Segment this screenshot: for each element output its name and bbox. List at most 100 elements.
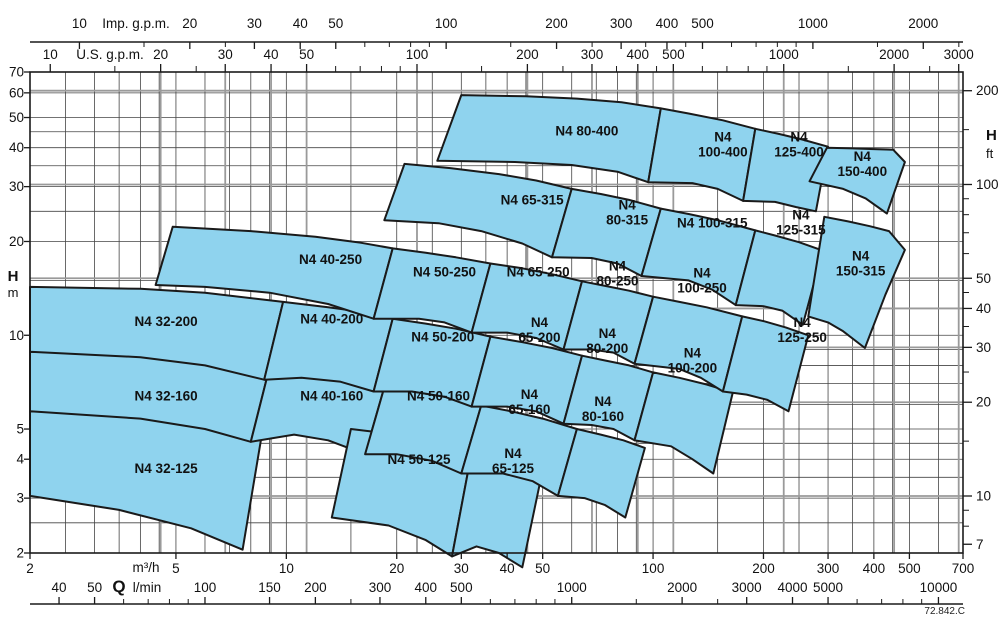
region-label-n4-125-250: N4 125-250	[777, 315, 827, 345]
region-label-n4-125-400: N4 125-400	[774, 129, 824, 159]
region-label-n4-80-160: N4 80-160	[582, 394, 624, 424]
imp-tick-label-500: 500	[691, 16, 714, 31]
region-label-n4-50-250: N4 50-250	[413, 265, 476, 280]
m3h-tick-label-40: 40	[500, 561, 515, 576]
m3h-tick-label-100: 100	[642, 561, 665, 576]
hft-tick-label-200: 200	[976, 83, 999, 98]
us-tick-label-20: 20	[153, 47, 168, 62]
lmin-tick-label-300: 300	[369, 580, 392, 595]
m3h-tick-label-200: 200	[752, 561, 775, 576]
region-label-n4-80-200: N4 80-200	[586, 326, 628, 356]
h-m-axis-unit: m	[8, 285, 19, 300]
lmin-tick-label-1000: 1000	[557, 580, 587, 595]
m3h-tick-label-50: 50	[535, 561, 550, 576]
us-gpm-axis-title: U.S. g.p.m.	[76, 47, 144, 62]
lmin-tick-label-100: 100	[194, 580, 217, 595]
us-tick-label-40: 40	[264, 47, 279, 62]
hm-tick-label-3: 3	[16, 491, 24, 506]
m3h-tick-label-500: 500	[898, 561, 921, 576]
hft-tick-label-30: 30	[976, 340, 991, 355]
document-reference: 72.842.C	[924, 606, 965, 617]
hft-tick-label-7: 7	[976, 537, 984, 552]
lmin-tick-label-400: 400	[415, 580, 438, 595]
region-label-n4-80-400: N4 80-400	[555, 123, 618, 138]
lmin-tick-label-200: 200	[304, 580, 327, 595]
region-label-n4-32-125: N4 32-125	[135, 461, 199, 476]
region-label-n4-40-200: N4 40-200	[300, 312, 363, 327]
h-ft-axis-unit: ft	[986, 146, 994, 161]
region-label-n4-100-200: N4 100-200	[668, 345, 718, 375]
region-label-n4-32-200: N4 32-200	[135, 314, 198, 329]
hm-tick-label-2: 2	[16, 546, 24, 561]
region-n4-150-315	[807, 215, 906, 349]
region-n4-100-200	[633, 371, 734, 475]
us-tick-label-3000: 3000	[944, 47, 974, 62]
region-n4-65-315	[383, 162, 573, 259]
lmin-tick-label-150: 150	[258, 580, 281, 595]
lmin-tick-label-40: 40	[52, 580, 67, 595]
hft-tick-label-50: 50	[976, 271, 991, 286]
m3h-tick-label-5: 5	[172, 561, 180, 576]
q-axis-title: Q	[112, 577, 125, 596]
us-tick-label-100: 100	[406, 47, 429, 62]
region-label-n4-32-160: N4 32-160	[135, 389, 198, 404]
region-n4-80-400	[436, 94, 662, 184]
m3h-tick-label-400: 400	[863, 561, 886, 576]
imp-tick-label-300: 300	[610, 16, 633, 31]
region-label-n4-50-125: N4 50-125	[387, 452, 451, 467]
lmin-tick-label-500: 500	[450, 580, 473, 595]
region-label-n4-40-250: N4 40-250	[299, 252, 362, 267]
region-label-n4-65-200: N4 65-200	[518, 315, 560, 345]
region-label-n4-80-250: N4 80-250	[597, 258, 639, 288]
imp-tick-label-100: 100	[435, 16, 458, 31]
imp-tick-label-1000: 1000	[798, 16, 828, 31]
region-n4-80-160	[556, 428, 646, 519]
hm-tick-label-30: 30	[9, 179, 24, 194]
us-tick-label-2000: 2000	[879, 47, 909, 62]
lmin-axis-title: l/min	[133, 580, 162, 595]
imp-tick-label-30: 30	[247, 16, 262, 31]
region-label-n4-100-315: N4 100-315	[677, 216, 748, 231]
lmin-tick-label-5000: 5000	[813, 580, 843, 595]
m3h-tick-label-300: 300	[817, 561, 840, 576]
us-tick-label-50: 50	[299, 47, 314, 62]
region-n4-125-400	[742, 127, 829, 213]
hft-tick-label-10: 10	[976, 488, 991, 503]
region-label-n4-150-400: N4 150-400	[838, 149, 888, 179]
imp-tick-label-40: 40	[293, 16, 308, 31]
us-tick-label-1000: 1000	[769, 47, 799, 62]
lmin-tick-label-50: 50	[87, 580, 102, 595]
imp-gpm-axis-title: Imp. g.p.m.	[102, 16, 170, 31]
hm-tick-label-10: 10	[9, 328, 24, 343]
us-tick-label-300: 300	[581, 47, 604, 62]
imp-tick-label-400: 400	[656, 16, 679, 31]
m3h-tick-label-30: 30	[454, 561, 469, 576]
region-n4-125-250	[721, 315, 810, 413]
region-label-n4-50-160: N4 50-160	[407, 389, 470, 404]
hft-tick-label-20: 20	[976, 395, 991, 410]
hft-tick-label-40: 40	[976, 301, 991, 316]
region-label-n4-40-160: N4 40-160	[300, 389, 363, 404]
region-label-n4-100-250: N4 100-250	[677, 265, 727, 295]
m3h-tick-label-10: 10	[279, 561, 294, 576]
m3h-axis-title: m³/h	[133, 560, 160, 575]
region-label-n4-80-315: N4 80-315	[606, 197, 649, 227]
lmin-tick-label-4000: 4000	[777, 580, 807, 595]
hm-tick-label-4: 4	[16, 452, 24, 467]
imp-tick-label-20: 20	[182, 16, 197, 31]
imp-tick-label-10: 10	[72, 16, 87, 31]
us-tick-label-200: 200	[516, 47, 539, 62]
us-tick-label-500: 500	[662, 47, 685, 62]
region-label-n4-100-400: N4 100-400	[698, 129, 748, 159]
region-label-n4-65-315: N4 65-315	[501, 192, 565, 207]
hm-tick-label-40: 40	[9, 140, 24, 155]
region-label-n4-50-200: N4 50-200	[411, 330, 474, 345]
region-label-n4-125-315: N4 125-315	[776, 208, 826, 238]
imp-tick-label-50: 50	[328, 16, 343, 31]
lmin-tick-label-10000: 10000	[920, 580, 958, 595]
us-tick-label-10: 10	[43, 47, 58, 62]
m3h-tick-label-20: 20	[389, 561, 404, 576]
hm-tick-label-20: 20	[9, 234, 24, 249]
